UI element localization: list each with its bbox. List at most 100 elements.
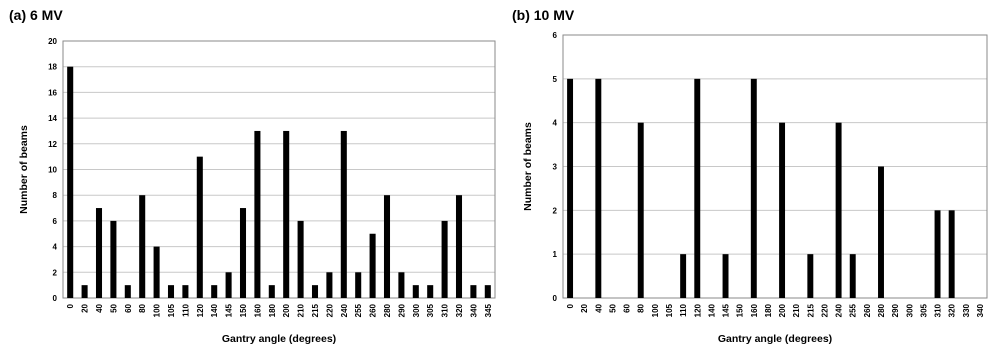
bar xyxy=(779,122,786,299)
x-tick-label: 80 xyxy=(637,303,646,312)
bar xyxy=(722,254,729,298)
bar xyxy=(67,66,74,298)
bar xyxy=(750,78,757,298)
bar xyxy=(680,254,687,298)
x-tick-label: 180 xyxy=(764,303,773,317)
bar xyxy=(637,122,644,299)
bar xyxy=(81,285,88,298)
y-tick-label: 12 xyxy=(48,140,57,149)
bar xyxy=(311,285,319,298)
y-tick-label: 16 xyxy=(48,88,57,97)
x-tick-label: 260 xyxy=(369,303,378,317)
bar xyxy=(383,195,391,298)
y-tick-label: 10 xyxy=(48,166,57,175)
bar xyxy=(326,272,333,298)
x-tick-label: 120 xyxy=(693,303,702,317)
bar xyxy=(297,220,304,298)
y-tick-label: 20 xyxy=(48,37,57,46)
bar xyxy=(595,78,602,298)
x-tick-label: 160 xyxy=(750,303,759,317)
x-tick-label: 210 xyxy=(297,303,306,317)
y-tick-label: 5 xyxy=(553,75,558,84)
bar xyxy=(807,254,814,298)
bar xyxy=(124,285,131,298)
x-tick-label: 105 xyxy=(665,303,674,317)
bar xyxy=(934,210,941,298)
x-tick-label: 215 xyxy=(311,303,320,317)
x-tick-label: 310 xyxy=(441,303,450,317)
y-axis-label: Number of beams xyxy=(522,122,534,211)
bar xyxy=(211,285,218,298)
x-tick-label: 100 xyxy=(153,303,162,317)
bar xyxy=(340,130,347,298)
x-tick-label: 60 xyxy=(124,303,133,312)
y-tick-label: 2 xyxy=(553,206,558,215)
x-tick-label: 110 xyxy=(679,303,688,316)
x-tick-label: 305 xyxy=(426,303,435,317)
bar xyxy=(254,130,261,298)
x-tick-label: 145 xyxy=(722,303,731,317)
x-tick-label: 290 xyxy=(891,303,900,317)
x-tick-label: 200 xyxy=(282,303,291,317)
x-tick-label: 80 xyxy=(138,303,147,312)
bar xyxy=(268,285,275,298)
x-tick-label: 140 xyxy=(707,303,716,317)
y-axis-label: Number of beams xyxy=(18,125,30,214)
plot-frame xyxy=(562,34,988,299)
bar xyxy=(835,122,842,299)
x-tick-label: 150 xyxy=(736,303,745,317)
x-tick-label: 300 xyxy=(412,303,421,317)
bar xyxy=(455,195,463,298)
bar xyxy=(412,285,419,298)
y-tick-label: 8 xyxy=(53,191,58,200)
x-tick-label: 320 xyxy=(948,303,957,317)
x-tick-label: 255 xyxy=(354,303,363,317)
y-tick-label: 14 xyxy=(48,114,57,123)
x-tick-label: 50 xyxy=(608,303,617,312)
x-tick-label: 40 xyxy=(95,303,104,312)
bar xyxy=(441,220,448,298)
x-tick-label: 150 xyxy=(239,303,248,317)
bar xyxy=(355,272,362,298)
x-tick-label: 320 xyxy=(455,303,464,317)
x-tick-label: 20 xyxy=(580,303,589,312)
y-tick-label: 4 xyxy=(53,243,58,252)
bar xyxy=(427,285,434,298)
x-tick-label: 210 xyxy=(792,303,801,317)
x-tick-label: 255 xyxy=(849,303,858,317)
panel-title-b: (b) 10 MV xyxy=(512,7,575,23)
x-tick-label: 305 xyxy=(919,303,928,317)
bar xyxy=(167,285,175,298)
x-tick-label: 145 xyxy=(225,303,234,317)
x-tick-label: 105 xyxy=(167,303,176,317)
x-tick-label: 110 xyxy=(181,303,190,316)
x-tick-label: 50 xyxy=(109,303,118,312)
x-tick-label: 180 xyxy=(268,303,277,317)
bar xyxy=(153,246,160,298)
x-tick-label: 200 xyxy=(778,303,787,317)
x-tick-label: 220 xyxy=(325,303,334,317)
x-tick-label: 240 xyxy=(835,303,844,317)
x-tick-label: 40 xyxy=(594,303,603,312)
x-tick-label: 120 xyxy=(196,303,205,317)
y-tick-label: 18 xyxy=(48,63,57,72)
bar xyxy=(470,285,477,298)
bar xyxy=(95,208,103,298)
bar xyxy=(484,285,491,298)
x-tick-label: 0 xyxy=(66,303,75,308)
bar xyxy=(139,195,146,298)
x-tick-label: 280 xyxy=(383,303,392,317)
x-tick-label: 310 xyxy=(934,303,943,317)
x-tick-label: 290 xyxy=(397,303,406,317)
bar xyxy=(849,254,856,298)
bar xyxy=(110,220,117,298)
y-tick-label: 0 xyxy=(553,294,558,303)
x-tick-label: 20 xyxy=(81,303,90,312)
bar xyxy=(283,130,290,298)
y-tick-label: 6 xyxy=(53,217,58,226)
bar xyxy=(694,78,701,298)
bar xyxy=(239,208,247,298)
